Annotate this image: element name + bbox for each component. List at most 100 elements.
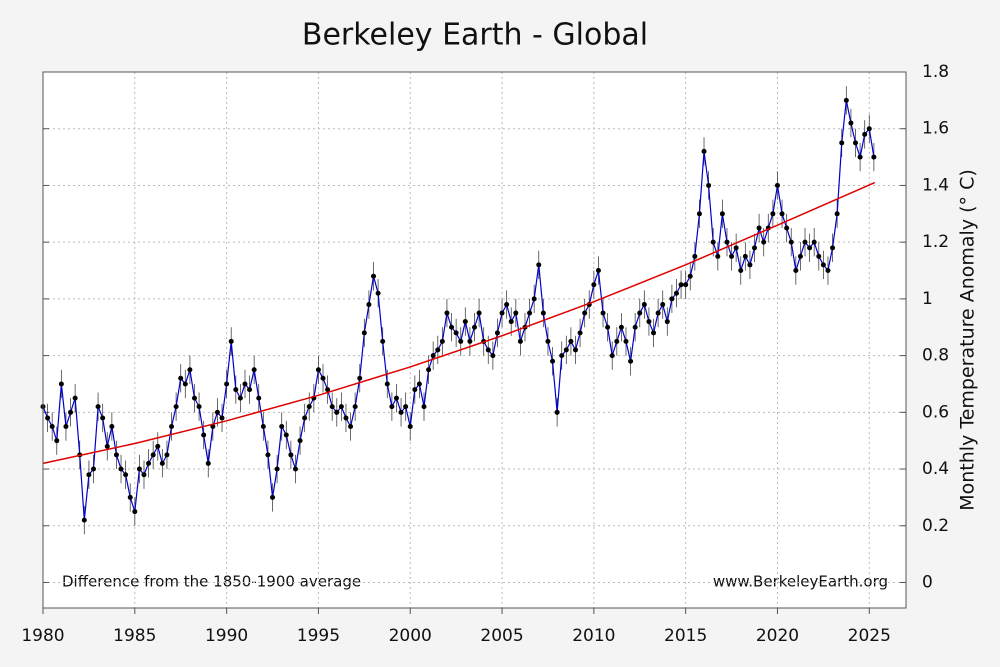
data-point — [104, 443, 110, 449]
data-point — [155, 443, 161, 449]
data-point — [274, 466, 280, 472]
data-point — [54, 438, 60, 444]
data-point — [100, 415, 106, 421]
data-point — [774, 182, 780, 188]
x-tick-label: 2025 — [848, 626, 891, 646]
data-point — [830, 245, 836, 251]
annotation: www.BerkeleyEarth.org — [713, 573, 888, 591]
x-tick-label: 2015 — [664, 626, 707, 646]
data-point — [499, 310, 505, 316]
data-point — [403, 404, 409, 410]
data-point — [439, 338, 445, 344]
data-point — [288, 452, 294, 458]
data-point — [182, 381, 188, 387]
x-tick-label: 2010 — [572, 626, 615, 646]
data-point — [444, 310, 450, 316]
data-point — [531, 296, 537, 302]
data-point — [779, 211, 785, 217]
y-tick-label: 1.4 — [922, 175, 949, 195]
data-point — [494, 330, 500, 336]
data-point — [389, 404, 395, 410]
data-point — [187, 367, 193, 373]
y-tick-label: 0.4 — [922, 459, 949, 479]
y-tick-label: 0 — [922, 572, 933, 592]
data-point — [416, 381, 422, 387]
data-point — [536, 262, 542, 268]
x-tick-label: 1990 — [205, 626, 248, 646]
data-point — [513, 310, 519, 316]
data-point — [191, 395, 197, 401]
data-point — [719, 211, 725, 217]
data-point — [770, 211, 776, 217]
plot-frame — [42, 71, 907, 609]
data-point — [380, 338, 386, 344]
data-point — [338, 404, 344, 410]
data-point — [334, 409, 340, 415]
annotation: Difference from the 1850-1900 average — [62, 573, 361, 591]
data-point — [201, 432, 207, 438]
data-point — [173, 404, 179, 410]
data-point — [527, 310, 533, 316]
data-point — [90, 466, 96, 472]
data-point — [797, 253, 803, 259]
data-point — [747, 262, 753, 268]
data-point — [81, 517, 87, 523]
data-point — [605, 324, 611, 330]
data-point — [384, 381, 390, 387]
data-point — [320, 375, 326, 381]
data-point — [646, 319, 652, 325]
data-point — [572, 347, 578, 353]
data-point — [49, 423, 55, 429]
data-point — [256, 395, 262, 401]
data-point — [618, 324, 624, 330]
data-point — [582, 310, 588, 316]
data-point — [641, 302, 647, 308]
data-point — [756, 225, 762, 231]
data-point — [683, 282, 689, 288]
data-point — [651, 330, 657, 336]
data-point — [45, 415, 51, 421]
data-point — [164, 452, 170, 458]
data-point — [109, 423, 115, 429]
data-point — [247, 387, 253, 393]
data-point — [550, 358, 556, 364]
x-tick-label: 2000 — [389, 626, 432, 646]
data-point — [292, 466, 298, 472]
data-point — [733, 245, 739, 251]
data-point — [628, 358, 634, 364]
data-point — [701, 148, 707, 154]
data-point — [788, 239, 794, 245]
data-point — [848, 120, 854, 126]
data-point — [224, 381, 230, 387]
data-point — [462, 319, 468, 325]
data-point — [761, 239, 767, 245]
data-point — [58, 381, 64, 387]
data-point — [141, 472, 147, 478]
data-point — [540, 310, 546, 316]
y-tick-label: 1.2 — [922, 232, 949, 252]
y-tick-label: 0.8 — [922, 346, 949, 366]
data-point — [458, 338, 464, 344]
data-point — [113, 452, 119, 458]
data-point — [449, 324, 455, 330]
data-point — [862, 131, 868, 137]
data-point — [86, 472, 92, 478]
data-point — [871, 154, 877, 160]
data-point — [270, 494, 276, 500]
y-tick-label: 0.2 — [922, 516, 949, 536]
data-point — [517, 338, 523, 344]
y-axis-label: Monthly Temperature Anomaly (° C) — [957, 169, 979, 511]
data-point — [68, 409, 74, 415]
data-point — [793, 268, 799, 274]
data-point — [118, 466, 124, 472]
data-point — [623, 338, 629, 344]
data-point — [453, 330, 459, 336]
data-point — [485, 347, 491, 353]
data-point — [306, 404, 312, 410]
data-point — [811, 239, 817, 245]
data-point — [692, 253, 698, 259]
data-point — [205, 460, 211, 466]
data-point — [325, 387, 331, 393]
data-point — [146, 460, 152, 466]
data-point — [843, 97, 849, 103]
